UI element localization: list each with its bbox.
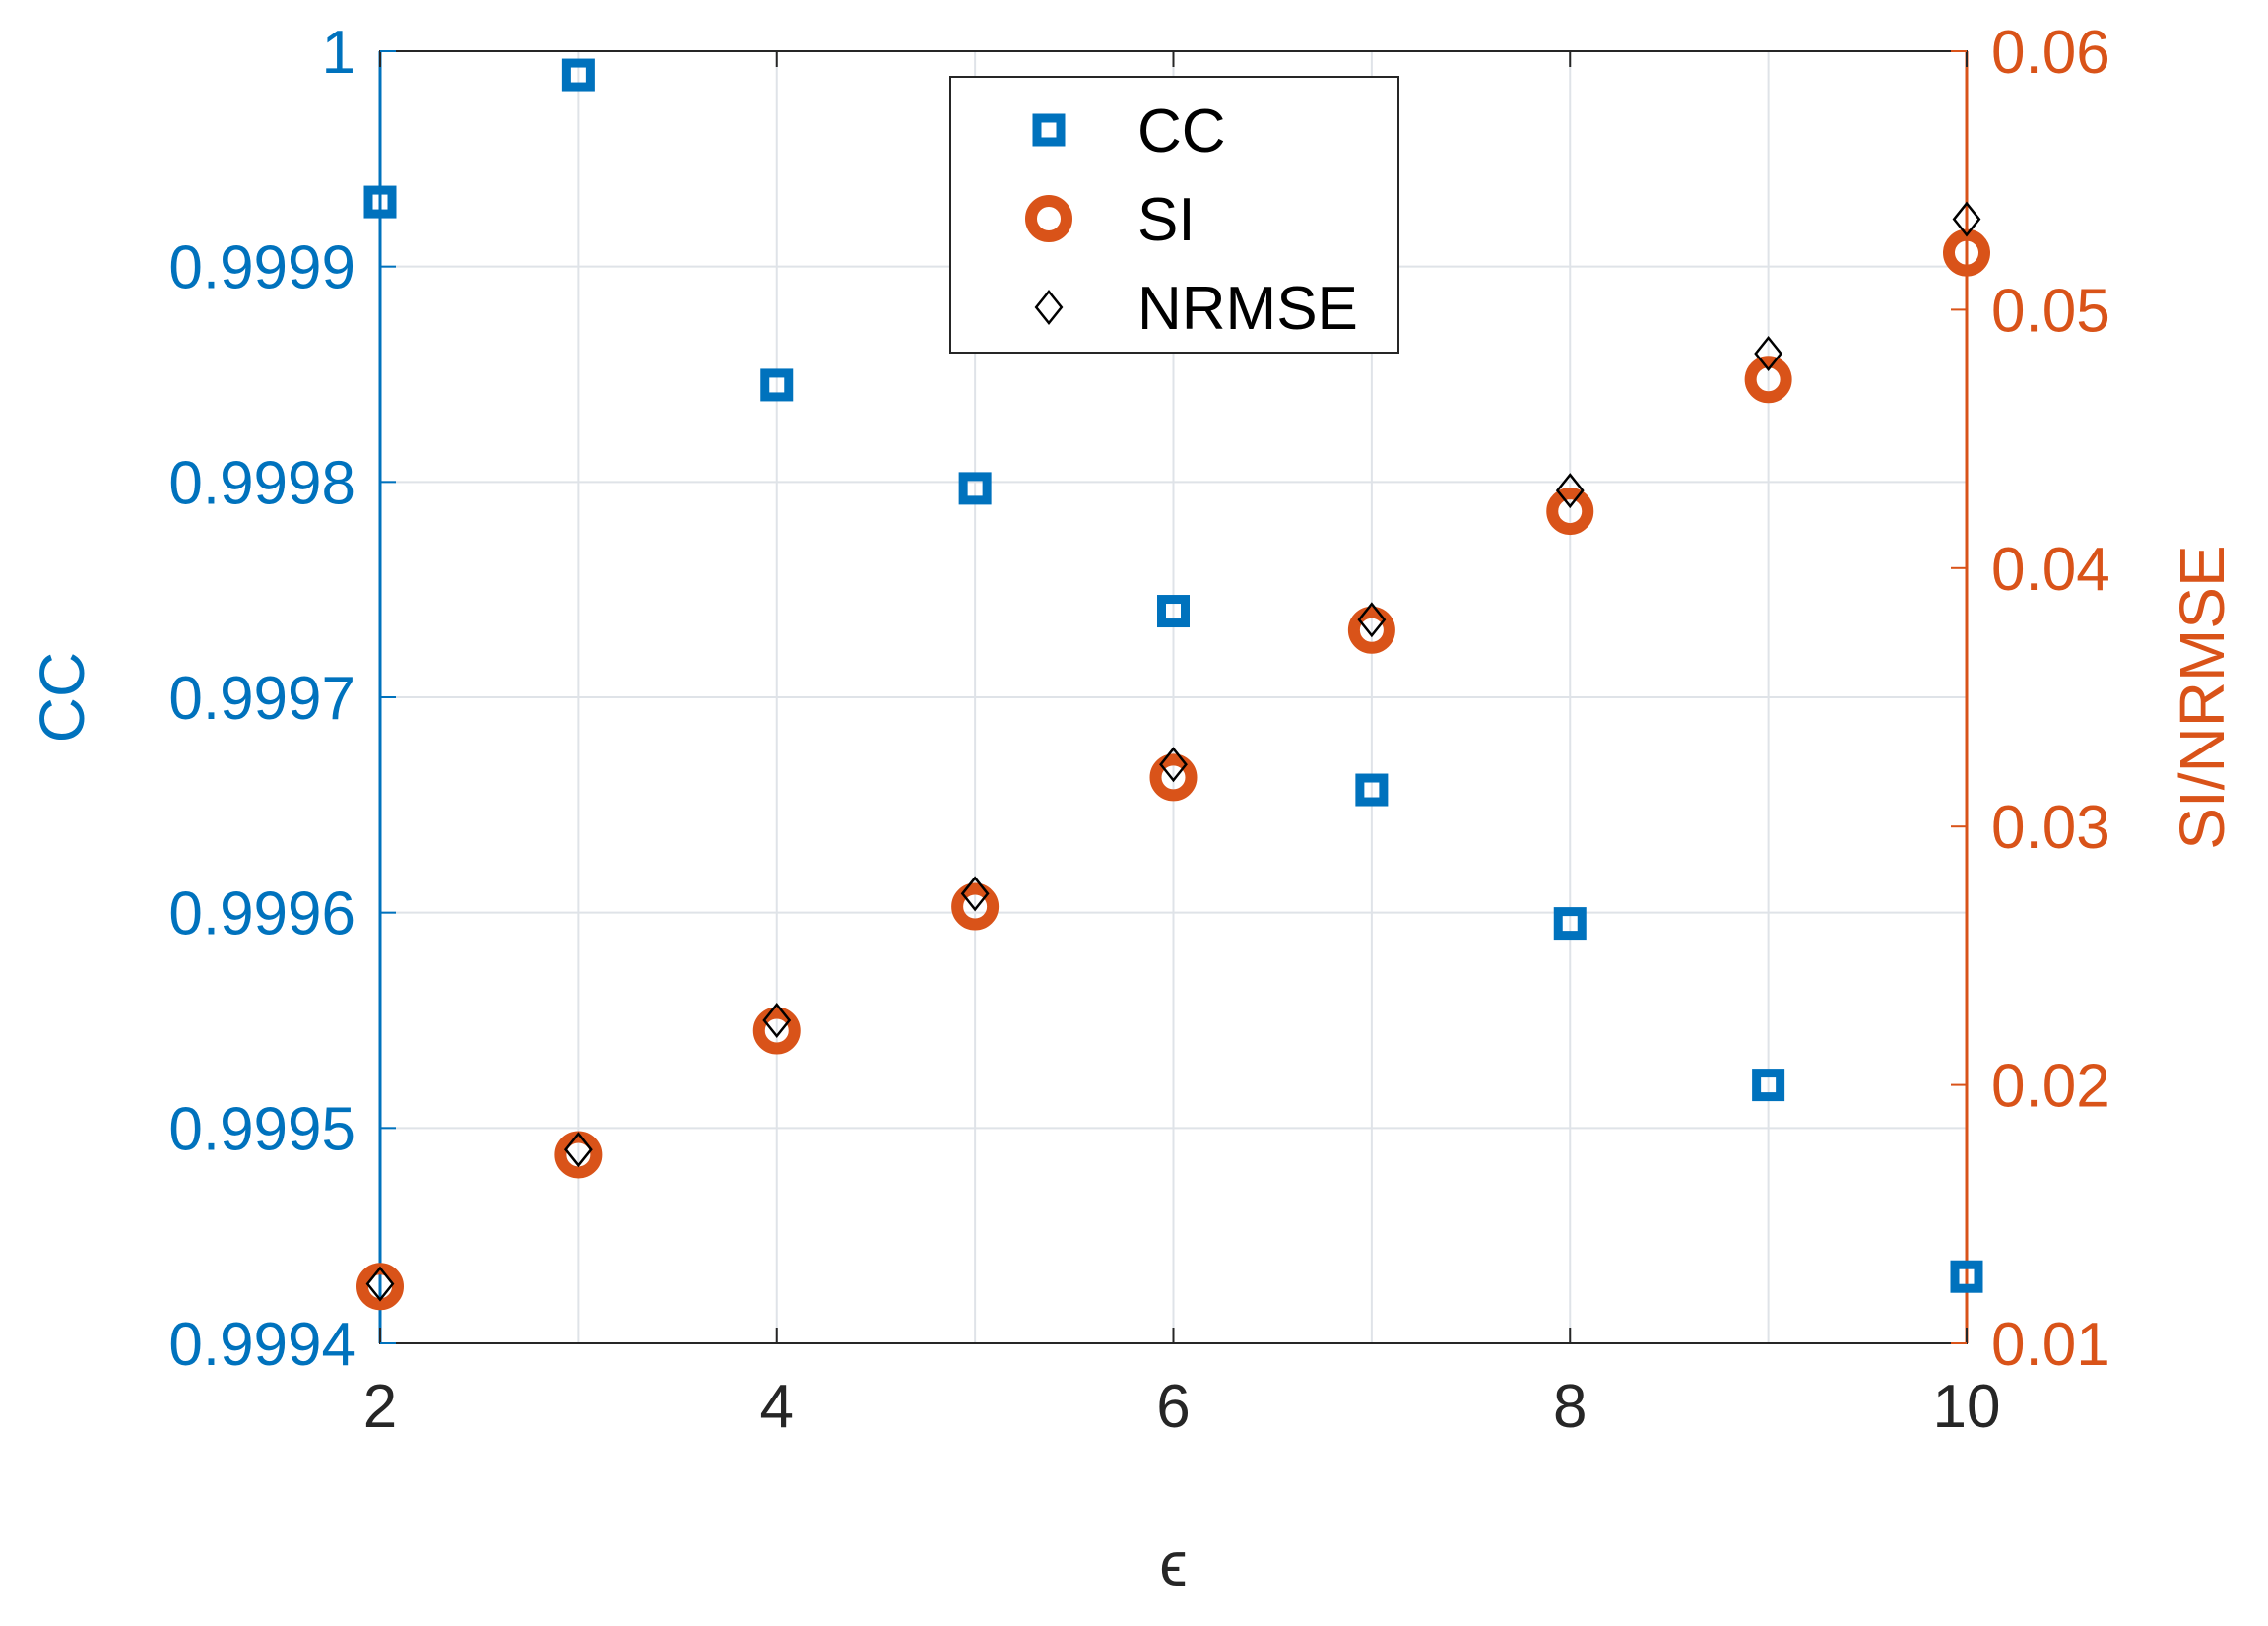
x-tick-label: 8 (1553, 1373, 1587, 1441)
legend-label-nrmse: NRMSE (1137, 275, 1358, 343)
x-tick-label: 6 (1156, 1373, 1190, 1441)
legend-entries: CC SI NRMSE (1025, 98, 1358, 343)
legend: CC SI NRMSE (949, 76, 1399, 354)
cc-point (1355, 773, 1389, 807)
cc-point (760, 368, 794, 402)
legend-marker-si (1025, 195, 1072, 242)
x-tick-label: 10 (1933, 1373, 2001, 1441)
legend-entry-si: SI (1025, 186, 1196, 254)
cc-point (1950, 1260, 1983, 1293)
y-left-tick-label: 0.9996 (168, 880, 356, 948)
y-right-tick-label: 0.01 (1991, 1311, 2110, 1379)
y-left-tick-label: 0.9999 (168, 234, 356, 302)
y-right-tick-label: 0.06 (1991, 19, 2110, 87)
cc-point (1157, 595, 1190, 628)
cc-point (1752, 1069, 1785, 1102)
si-point (1347, 606, 1395, 654)
tick-labels: 2 4 6 8 10 0.9994 0.9995 0.9996 0.9997 0.9998 0.99… (168, 19, 2109, 1441)
nrmse-point (1754, 336, 1783, 372)
nrmse-point (1357, 602, 1387, 638)
nrmse-point (563, 1132, 593, 1168)
x-tick-label: 2 (363, 1373, 397, 1441)
cc-point (363, 185, 397, 219)
y-right-tick-label: 0.05 (1991, 277, 2110, 345)
nrmse-point (960, 876, 990, 912)
cc-point (1553, 907, 1587, 941)
si-point (1546, 488, 1594, 536)
nrmse-point (762, 1002, 792, 1039)
axis-ticks (379, 50, 1968, 1344)
nrmse-point (1159, 747, 1188, 783)
y-left-tick-label: 0.9994 (168, 1311, 356, 1379)
si-point (554, 1131, 603, 1179)
y-left-tick-label: 0.9995 (168, 1095, 356, 1163)
nrmse-point (365, 1266, 395, 1302)
y-left-tick-label: 0.9998 (168, 449, 356, 517)
x-tick-label: 4 (760, 1373, 794, 1441)
y-left-tick-label: 1 (322, 19, 356, 87)
y-axis-label-left: CC (27, 652, 97, 743)
y-right-tick-label: 0.02 (1991, 1053, 2110, 1121)
nrmse-point (1555, 473, 1585, 509)
legend-label-cc: CC (1137, 98, 1226, 165)
y-axis-label-right: SI/NRMSE (2167, 545, 2237, 849)
legend-marker-cc (1032, 113, 1066, 147)
si-point (951, 882, 1000, 931)
si-point (1744, 356, 1792, 404)
legend-box (949, 76, 1399, 354)
cc-point (561, 58, 595, 92)
legend-entry-cc: CC (1032, 98, 1226, 165)
legend-label-si: SI (1137, 186, 1196, 254)
si-point (752, 1007, 801, 1055)
y-left-tick-label: 0.9997 (168, 665, 356, 733)
cc-point (958, 472, 992, 505)
si-point (1149, 753, 1198, 802)
y-right-tick-label: 0.04 (1991, 536, 2110, 604)
legend-marker-nrmse (1034, 289, 1064, 326)
legend-entry-nrmse: NRMSE (1034, 275, 1358, 343)
nrmse-point (1952, 201, 1981, 237)
data-marks (356, 58, 1990, 1311)
y-right-tick-label: 0.03 (1991, 794, 2110, 862)
x-axis-label: ϵ (1159, 1528, 1187, 1599)
